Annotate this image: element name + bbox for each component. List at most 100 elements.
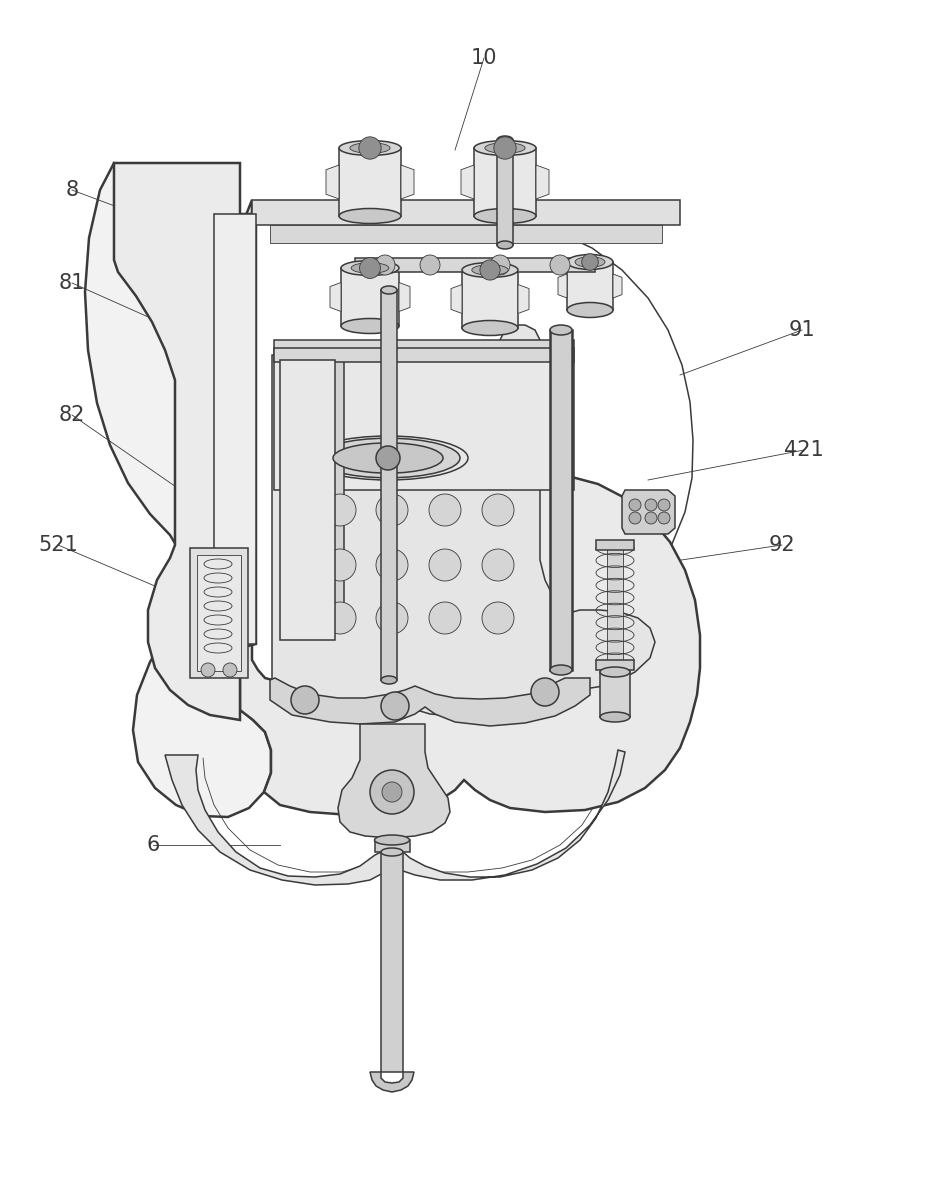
Circle shape bbox=[376, 494, 407, 526]
Ellipse shape bbox=[473, 208, 535, 223]
Polygon shape bbox=[392, 750, 625, 880]
Ellipse shape bbox=[549, 325, 572, 335]
Circle shape bbox=[369, 770, 414, 814]
Bar bbox=[329, 355, 343, 625]
Circle shape bbox=[381, 782, 402, 802]
Ellipse shape bbox=[341, 319, 398, 333]
Circle shape bbox=[376, 446, 400, 470]
Bar bbox=[274, 341, 574, 360]
Bar bbox=[274, 348, 574, 362]
Ellipse shape bbox=[484, 142, 524, 153]
Circle shape bbox=[358, 137, 380, 159]
Polygon shape bbox=[272, 325, 654, 716]
Bar bbox=[304, 380, 317, 609]
Ellipse shape bbox=[374, 835, 409, 845]
Circle shape bbox=[376, 602, 407, 635]
Circle shape bbox=[429, 549, 460, 581]
Text: 91: 91 bbox=[788, 320, 815, 341]
Ellipse shape bbox=[473, 141, 535, 155]
Bar bbox=[380, 852, 403, 1072]
Circle shape bbox=[223, 663, 237, 678]
Polygon shape bbox=[612, 274, 622, 298]
Circle shape bbox=[644, 511, 656, 523]
Ellipse shape bbox=[496, 136, 512, 145]
Ellipse shape bbox=[566, 302, 612, 318]
Polygon shape bbox=[460, 165, 473, 200]
Polygon shape bbox=[165, 755, 392, 885]
Circle shape bbox=[480, 261, 499, 280]
Ellipse shape bbox=[350, 142, 390, 153]
Bar bbox=[549, 330, 572, 670]
Circle shape bbox=[549, 255, 570, 275]
Circle shape bbox=[429, 602, 460, 635]
Bar bbox=[213, 214, 256, 644]
Ellipse shape bbox=[549, 664, 572, 675]
Text: 81: 81 bbox=[58, 272, 85, 293]
Circle shape bbox=[628, 511, 640, 523]
Circle shape bbox=[200, 663, 214, 678]
Bar bbox=[341, 268, 398, 326]
Text: 521: 521 bbox=[38, 535, 78, 554]
Text: 82: 82 bbox=[58, 405, 85, 425]
Polygon shape bbox=[84, 163, 271, 817]
Text: 6: 6 bbox=[146, 835, 160, 854]
Ellipse shape bbox=[380, 676, 396, 684]
Ellipse shape bbox=[574, 257, 604, 268]
Bar bbox=[596, 660, 633, 670]
Bar bbox=[473, 148, 535, 216]
Circle shape bbox=[429, 494, 460, 526]
Bar bbox=[375, 840, 409, 852]
Ellipse shape bbox=[351, 263, 389, 274]
Circle shape bbox=[376, 549, 407, 581]
Ellipse shape bbox=[461, 320, 518, 336]
Bar bbox=[339, 148, 401, 216]
Ellipse shape bbox=[471, 265, 508, 275]
Ellipse shape bbox=[566, 255, 612, 270]
Ellipse shape bbox=[599, 712, 629, 722]
Polygon shape bbox=[535, 165, 548, 200]
Polygon shape bbox=[622, 490, 675, 534]
Polygon shape bbox=[518, 284, 528, 313]
Circle shape bbox=[628, 500, 640, 511]
Ellipse shape bbox=[339, 208, 401, 223]
Polygon shape bbox=[369, 1072, 414, 1092]
Text: 8: 8 bbox=[65, 180, 79, 200]
Text: 92: 92 bbox=[767, 535, 794, 554]
Text: 421: 421 bbox=[783, 440, 823, 460]
Circle shape bbox=[482, 602, 513, 635]
Ellipse shape bbox=[599, 667, 629, 678]
Polygon shape bbox=[338, 724, 449, 838]
Polygon shape bbox=[270, 678, 589, 727]
Circle shape bbox=[581, 253, 598, 270]
Ellipse shape bbox=[380, 848, 403, 856]
Ellipse shape bbox=[461, 263, 518, 277]
Bar bbox=[461, 270, 518, 327]
Ellipse shape bbox=[380, 286, 396, 294]
Circle shape bbox=[489, 255, 509, 275]
Bar bbox=[274, 360, 574, 490]
Circle shape bbox=[494, 137, 516, 159]
Polygon shape bbox=[401, 165, 414, 200]
Bar bbox=[197, 554, 240, 672]
Circle shape bbox=[482, 494, 513, 526]
Polygon shape bbox=[398, 282, 409, 312]
Circle shape bbox=[380, 692, 408, 721]
Polygon shape bbox=[326, 165, 339, 200]
Bar bbox=[606, 545, 623, 663]
Circle shape bbox=[419, 255, 440, 275]
Bar bbox=[380, 290, 396, 680]
Polygon shape bbox=[251, 200, 679, 225]
Circle shape bbox=[657, 511, 669, 523]
Bar bbox=[599, 672, 629, 717]
Bar bbox=[596, 540, 633, 550]
Circle shape bbox=[324, 494, 355, 526]
Circle shape bbox=[375, 255, 394, 275]
Circle shape bbox=[482, 549, 513, 581]
Circle shape bbox=[531, 678, 559, 706]
Ellipse shape bbox=[316, 439, 459, 478]
Polygon shape bbox=[329, 282, 341, 312]
Ellipse shape bbox=[332, 443, 443, 473]
Circle shape bbox=[359, 258, 380, 278]
Bar bbox=[566, 262, 612, 310]
Polygon shape bbox=[558, 274, 566, 298]
